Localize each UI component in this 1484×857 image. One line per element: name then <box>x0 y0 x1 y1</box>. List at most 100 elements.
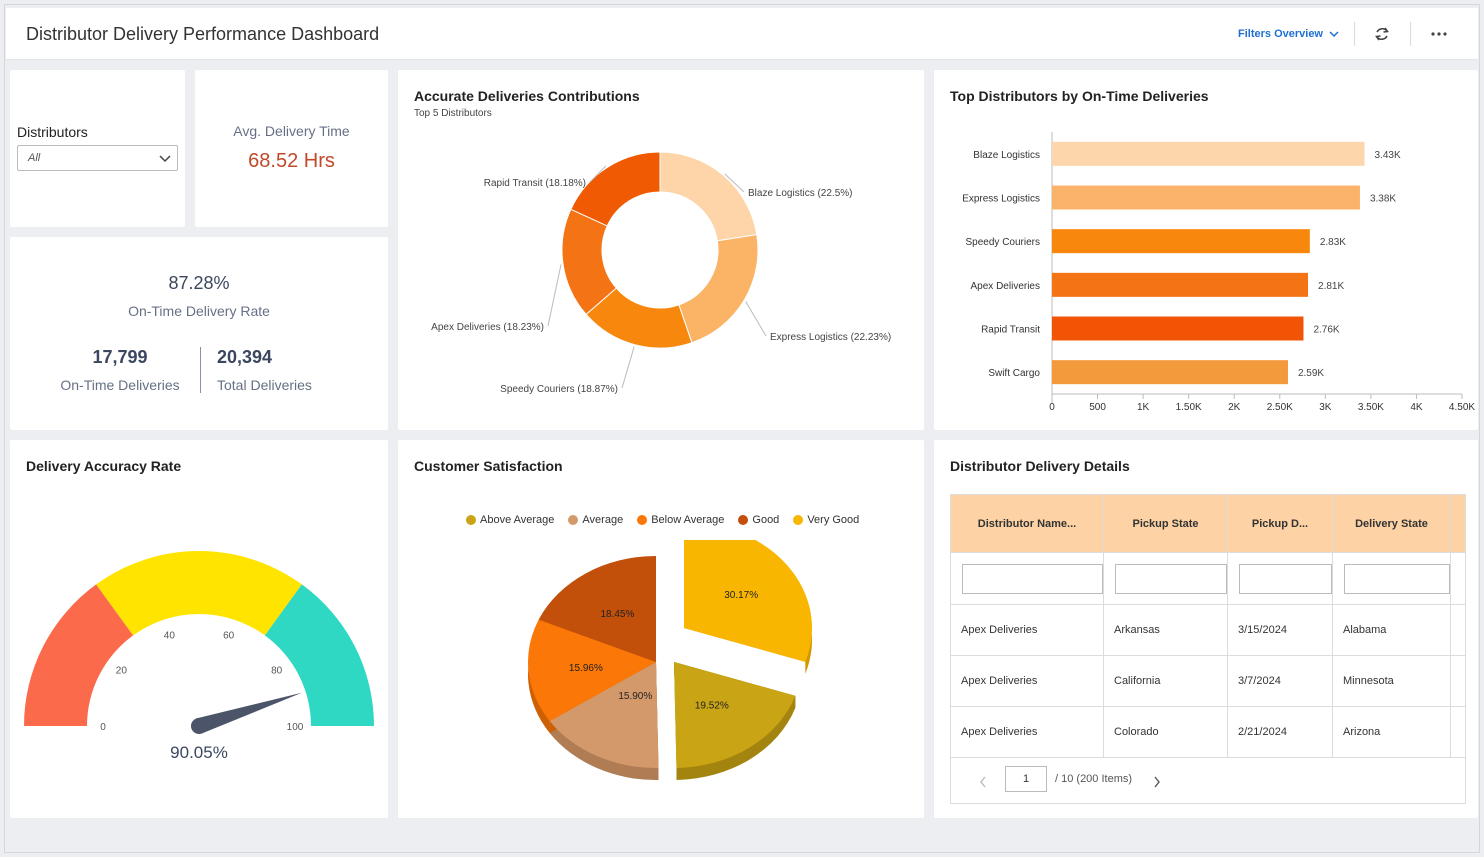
legend-item[interactable]: Above Average <box>466 514 554 526</box>
avg-delivery-value: 68.52 Hrs <box>248 150 335 172</box>
bar-mark[interactable] <box>1052 316 1304 341</box>
bar-x-tick-label: 2.50K <box>1267 402 1293 413</box>
distributors-dropdown[interactable]: All <box>17 145 178 171</box>
bar-x-tick-label: 4K <box>1410 402 1423 413</box>
chevron-down-icon <box>159 155 171 163</box>
column-header-delivery-state[interactable]: Delivery State <box>1333 495 1451 552</box>
ontime-rate-value: 87.28% <box>168 273 230 293</box>
page-title: Distributor Delivery Performance Dashboa… <box>26 24 380 44</box>
bar-card: Top Distributors by On-Time Deliveries B… <box>934 70 1478 430</box>
bar-mark[interactable] <box>1052 185 1360 210</box>
pie-slice[interactable] <box>684 540 812 662</box>
cell-distributor: Apex Deliveries <box>951 707 1104 757</box>
legend-swatch <box>793 515 804 525</box>
pie-slice[interactable] <box>549 662 659 768</box>
bar-mark[interactable] <box>1052 141 1365 166</box>
legend-item[interactable]: Average <box>568 514 623 526</box>
legend-item[interactable]: Below Average <box>637 514 724 526</box>
column-header-pickup-date[interactable]: Pickup D... <box>1228 495 1333 552</box>
filter-input-distributor[interactable] <box>962 563 1103 594</box>
bar-mark[interactable] <box>1052 272 1309 297</box>
gauge-band <box>264 584 374 726</box>
bar-category-label: Swift Cargo <box>988 368 1040 379</box>
column-header-distributor[interactable]: Distributor Name... <box>951 495 1104 552</box>
filter-input-delivery-state[interactable] <box>1344 563 1450 594</box>
table-row[interactable]: Apex Deliveries California 3/7/2024 Minn… <box>951 656 1465 707</box>
kpi-divider <box>200 347 201 393</box>
donut-data-label: Rapid Transit (18.18%) <box>484 178 586 189</box>
bar-mark[interactable] <box>1052 360 1288 385</box>
donut-leader-line <box>589 165 607 183</box>
chevron-down-icon <box>1329 31 1339 38</box>
legend-swatch <box>637 515 648 525</box>
ontime-card: 87.28% On-Time Delivery Rate 17,799 On-T… <box>10 237 388 430</box>
gauge-card: Delivery Accuracy Rate 0 20 40 60 80 100 90.05… <box>10 440 388 818</box>
donut-slice[interactable] <box>678 234 759 344</box>
legend-label: Below Average <box>651 514 725 526</box>
legend-item[interactable]: Very Good <box>793 514 859 526</box>
donut-data-label: Speedy Couriers (18.87%) <box>500 384 618 395</box>
filters-overview-button[interactable]: Filters Overview <box>1238 28 1339 40</box>
details-card: Distributor Delivery Details Distributor… <box>934 440 1478 818</box>
bar-title: Top Distributors by On-Time Deliveries <box>950 88 1209 104</box>
bar-category-label: Blaze Logistics <box>973 150 1040 161</box>
pie-slice[interactable] <box>538 556 656 662</box>
column-header-overflow <box>1451 495 1465 552</box>
chevron-right-icon[interactable] <box>1153 776 1161 788</box>
pie-data-label: 15.96% <box>569 663 603 674</box>
cell-distributor: Apex Deliveries <box>951 605 1104 655</box>
bar-mark[interactable] <box>1052 229 1310 254</box>
legend-swatch <box>568 515 579 525</box>
donut-leader-line <box>724 173 745 193</box>
bar-data-label: 3.38K <box>1370 194 1396 205</box>
gauge-tick-label: 80 <box>271 666 283 677</box>
column-header-pickup-state[interactable]: Pickup State <box>1104 495 1228 552</box>
cell-pickup-date: 3/15/2024 <box>1228 605 1333 655</box>
gauge-needle-cap <box>191 718 207 734</box>
details-grid: Distributor Name... Pickup State Pickup … <box>950 494 1466 804</box>
gauge-chart: 0 20 40 60 80 100 90.05% <box>24 551 374 762</box>
legend-item[interactable]: Good <box>738 514 779 526</box>
ontime-deliveries-label: On-Time Deliveries <box>60 377 180 393</box>
header-divider <box>1410 22 1411 46</box>
grid-pager: / 10 (200 Items) <box>951 758 1465 803</box>
donut-slice[interactable] <box>570 151 661 227</box>
bar-data-label: 3.43K <box>1375 150 1401 161</box>
donut-data-label: Express Logistics (22.23%) <box>770 332 891 343</box>
satisfaction-pie-chart: 30.17% 19.52% 15.90% 15.96% 18.45% <box>528 540 812 780</box>
chevron-left-icon[interactable] <box>979 776 987 788</box>
pie-slice[interactable] <box>674 662 796 768</box>
donut-chart: Blaze Logistics (22.5%) Express Logistics… <box>431 151 891 395</box>
bar-data-label: 2.76K <box>1313 325 1339 336</box>
grid-filter-row <box>951 553 1465 605</box>
cell-pickup-state: California <box>1104 656 1228 706</box>
donut-slice[interactable] <box>659 151 758 242</box>
ontime-rate-label: On-Time Delivery Rate <box>128 303 270 319</box>
bar-x-tick-label: 1.50K <box>1176 402 1202 413</box>
bar-chart: Blaze Logistics 3.43K Express Logistics 3.3… <box>962 132 1475 413</box>
bar-x-tick-label: 0 <box>1049 402 1055 413</box>
table-row[interactable]: Apex Deliveries Arkansas 3/15/2024 Alaba… <box>951 605 1465 656</box>
donut-data-label: Apex Deliveries (18.23%) <box>431 322 544 333</box>
gauge-band <box>24 584 134 726</box>
legend-swatch <box>738 515 749 525</box>
gauge-value-label: 90.05% <box>170 743 228 762</box>
gauge-needle <box>196 692 302 734</box>
filter-input-pickup-date[interactable] <box>1239 563 1332 594</box>
more-icon[interactable] <box>1427 22 1451 46</box>
filter-cell <box>951 553 1104 604</box>
legend-label: Good <box>752 514 780 526</box>
bar-category-label: Rapid Transit <box>981 325 1040 336</box>
gauge-tick-label: 20 <box>116 666 128 677</box>
filter-input-pickup-state[interactable] <box>1115 563 1227 594</box>
pager-page-input[interactable] <box>1005 766 1047 792</box>
distributors-card: Distributors All <box>10 70 185 227</box>
filter-cell <box>1451 553 1465 604</box>
bar-x-tick-label: 500 <box>1089 402 1106 413</box>
satisfaction-title: Customer Satisfaction <box>414 458 563 474</box>
cell-distributor: Apex Deliveries <box>951 656 1104 706</box>
table-row[interactable]: Apex Deliveries Colorado 2/21/2024 Arizo… <box>951 707 1465 758</box>
refresh-icon[interactable] <box>1370 22 1394 46</box>
distributors-label: Distributors <box>17 124 88 140</box>
pie-slice[interactable] <box>528 619 656 722</box>
